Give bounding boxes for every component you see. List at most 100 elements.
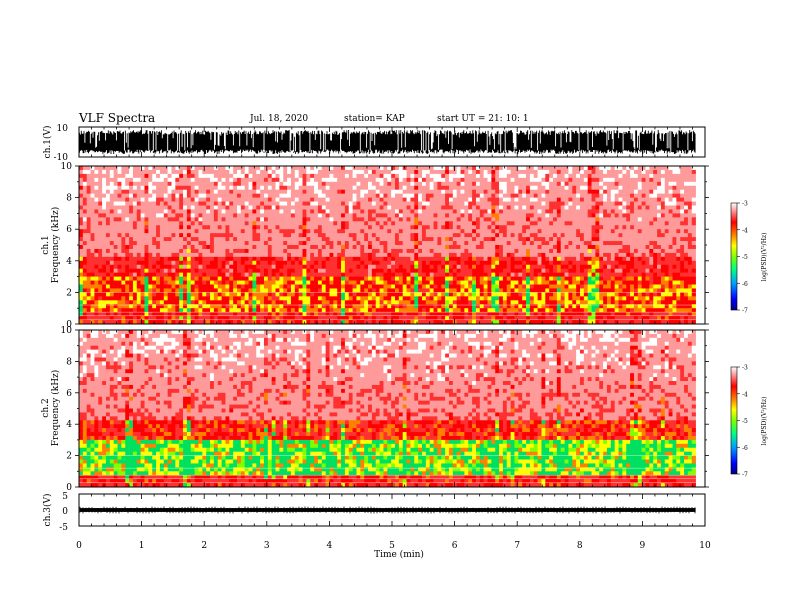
ch1-spectrogram-cell: [121, 280, 126, 285]
ch1-spectrogram-cell: [194, 272, 199, 277]
ch1-ytick-top: 10: [57, 124, 69, 134]
ch1-spectrogram-cell: [156, 177, 161, 183]
ch1-spectrogram-cell: [348, 217, 353, 222]
ch1-spectrogram-cell: [529, 209, 535, 214]
ch1-spectrogram-cell: [159, 292, 165, 297]
ch1-spectrogram-cell: [283, 296, 288, 301]
ch1-spectrogram-cell: [206, 304, 211, 309]
ch1-spectrogram-cell: [437, 205, 442, 210]
ch1-spectrogram-cell: [391, 189, 396, 194]
ch1-spectrogram-cell: [441, 166, 446, 171]
ch1-spectrogram-cell: [402, 296, 407, 301]
ch1-spectrogram-cell: [356, 185, 361, 190]
ch1-spectrogram-cell: [198, 205, 203, 210]
ch1-spectrogram-cell: [117, 237, 122, 242]
ch1-spectrogram-cell: [317, 201, 323, 206]
ch1-spectrogram-cell: [437, 221, 442, 226]
ch1-spectrogram-cell: [333, 276, 338, 281]
ch1-spectrogram-cell: [159, 280, 165, 285]
ch1-spectrogram-cell: [202, 304, 207, 309]
ch1-spectrogram-cell: [333, 320, 338, 325]
ch1-spectrogram-cell: [136, 221, 141, 226]
ch1-spectrogram-cell: [337, 296, 342, 301]
ch1-spectrogram-cell: [553, 308, 558, 313]
ch1-spectrogram-cell: [452, 213, 457, 218]
ch1-spectrogram-cell: [283, 185, 288, 190]
ch1-spectrogram-cell: [248, 264, 253, 269]
ch1-spectrogram-cell: [109, 201, 114, 206]
ch1-spectrogram-cell: [148, 316, 153, 321]
ch1-spectrogram-cell: [421, 308, 427, 313]
ch1-spectrogram-cell: [406, 320, 411, 325]
ch1-spectrogram-cell: [121, 248, 126, 254]
ch1-spectrogram-cell: [310, 166, 315, 171]
ch1-spectrogram-cell: [102, 197, 107, 202]
ch1-spectrogram-cell: [252, 233, 257, 238]
ch1-spectrogram-cell: [152, 308, 157, 313]
ch1-spectrogram-cell: [491, 296, 496, 301]
ch1-spectrogram-cell: [421, 209, 427, 214]
ch1-spectrogram-cell: [526, 248, 531, 254]
ch1-spectrogram-cell: [468, 284, 473, 289]
ch1-spectrogram-cell: [406, 276, 411, 281]
ch1-spectrogram-cell: [237, 177, 242, 183]
ch1-spectrogram-cell: [518, 304, 523, 309]
ch1-spectrogram-cell: [502, 185, 508, 190]
ch1-spectrogram-cell: [198, 221, 203, 226]
ch1-spectrogram-cell: [421, 201, 427, 206]
ch1-spectrogram-cell: [125, 312, 130, 317]
ch1-spectrogram-cell: [468, 201, 473, 206]
ch1-spectrogram-cell: [267, 320, 272, 325]
ch1-spectrogram-cell: [86, 229, 91, 234]
ch1-spectrogram-cell: [229, 221, 234, 226]
ch1-spectrogram-cell: [167, 193, 172, 198]
ch1-spectrogram-cell: [221, 252, 226, 258]
ch1-spectrogram-cell: [194, 189, 199, 194]
ch1-spectrogram-cell: [183, 316, 188, 321]
ch1-spectrogram-cell: [314, 166, 319, 171]
ch1-spectrogram-cell: [144, 225, 149, 230]
ch1-spectrogram-cell: [263, 173, 269, 179]
ch1-spectrogram-cell: [410, 237, 415, 242]
ch1-spectrogram-cell: [237, 205, 242, 210]
ch1-spectrogram-cell: [144, 296, 149, 301]
ch1-spectrogram-cell: [82, 308, 87, 313]
ch1-spectrogram-cell: [464, 268, 469, 273]
ch1-spectrogram-cell: [113, 233, 118, 238]
ch1-spectrogram-cell: [549, 316, 554, 321]
ch1-spectrogram-cell: [499, 312, 504, 317]
ch1-spectrogram-cell: [541, 276, 546, 281]
ch1-spectrogram-cell: [375, 209, 380, 214]
ch1-spectrogram-cell: [383, 268, 388, 273]
ch1-spectrogram-cell: [460, 189, 465, 194]
ch1-spectrogram-cell: [310, 201, 315, 206]
ch1-spectrogram-cell: [522, 213, 527, 218]
ch1-spectrogram-cell: [198, 185, 203, 190]
ch1-spectrogram-cell: [375, 300, 380, 305]
ch1-spectrogram-cell: [556, 197, 562, 202]
ch1-spectrogram-cell: [206, 197, 211, 202]
ch1-spectrogram-cell: [121, 316, 126, 321]
ch1-spectrogram-cell: [483, 185, 488, 190]
ch1-spectrogram-cell: [105, 229, 111, 234]
ch1-spectrogram-cell: [368, 300, 373, 305]
ch1-spectrogram-cell: [387, 197, 392, 202]
ch1-spectrogram-cell: [418, 217, 423, 222]
ch1-spectrogram-cell: [190, 233, 195, 238]
ch1-spectrogram-cell: [260, 316, 265, 321]
ch1-spectrogram-cell: [475, 316, 481, 321]
ch1-spectrogram-cell: [414, 276, 419, 281]
ch1-spectrogram-cell: [129, 256, 134, 262]
ch1-spectrogram-cell: [514, 245, 519, 250]
ch1-spectrogram-cell: [541, 193, 546, 198]
ch1-spectrogram-cell: [502, 288, 508, 293]
ch1-spectrogram-cell: [179, 284, 184, 289]
ch1-spectrogram-cell: [248, 177, 253, 183]
ch1-spectrogram-cell: [129, 181, 134, 187]
ch1-spectrogram-cell: [148, 201, 153, 206]
ch1-spectrogram-cell: [298, 320, 303, 325]
ch1-spectrogram-cell: [129, 237, 134, 242]
ch1-spectrogram-cell: [252, 252, 257, 258]
ch1-spectrogram-cell: [290, 225, 296, 230]
ch1-spectrogram-cell: [294, 252, 299, 258]
